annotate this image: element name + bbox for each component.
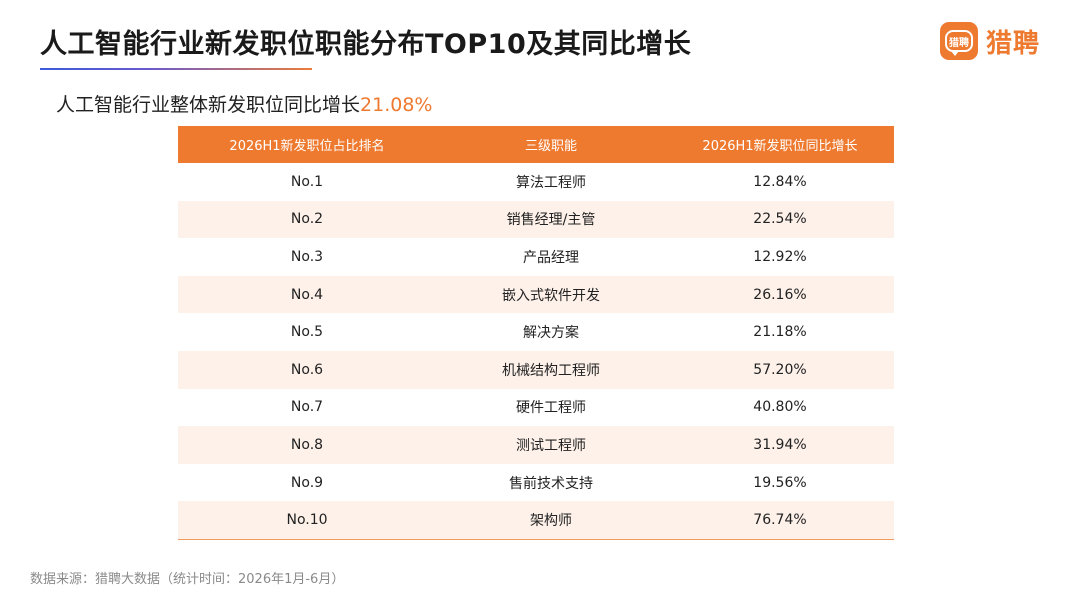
role-cell: 算法工程师: [436, 163, 666, 201]
rank-cell: No.3: [178, 238, 436, 276]
table-row: No.9 售前技术支持 19.56%: [178, 463, 894, 502]
logo-badge-text: 猎聘: [945, 30, 973, 56]
role-cell: 架构师: [436, 501, 666, 540]
growth-cell: 12.84%: [666, 163, 894, 201]
table-row: No.1 算法工程师 12.84%: [178, 163, 894, 201]
growth-cell: 26.16%: [666, 275, 894, 314]
header-role: 三级职能: [436, 126, 666, 163]
brand-logo: 猎聘 猎聘: [940, 22, 1040, 60]
table-row: No.6 机械结构工程师 57.20%: [178, 350, 894, 389]
role-cell: 售前技术支持: [436, 463, 666, 502]
summary-line: 人工智能行业整体新发职位同比增长21.08%: [56, 90, 432, 117]
summary-value: 21.08%: [360, 94, 433, 116]
growth-cell: 31.94%: [666, 426, 894, 464]
table-row: No.3 产品经理 12.92%: [178, 238, 894, 276]
header-rank: 2026H1新发职位占比排名: [178, 126, 436, 163]
growth-cell: 76.74%: [666, 501, 894, 540]
rank-cell: No.1: [178, 163, 436, 201]
table-row: No.10 架构师 76.74%: [178, 501, 894, 540]
role-cell: 测试工程师: [436, 426, 666, 464]
header-growth: 2026H1新发职位同比增长: [666, 126, 894, 163]
rank-cell: No.7: [178, 388, 436, 427]
rank-cell: No.5: [178, 313, 436, 351]
role-cell: 解决方案: [436, 313, 666, 351]
logo-brand-name: 猎聘: [986, 28, 1041, 59]
rank-cell: No.8: [178, 426, 436, 464]
data-source-note: 数据来源：猎聘大数据（统计时间：2026年1月-6月）: [30, 572, 345, 587]
table-row: No.8 测试工程师 31.94%: [178, 426, 894, 464]
rank-cell: No.6: [178, 350, 436, 389]
role-cell: 硬件工程师: [436, 388, 666, 427]
rank-cell: No.10: [178, 501, 436, 540]
role-cell: 产品经理: [436, 238, 666, 276]
page-title: 人工智能行业新发职位职能分布TOP10及其同比增长: [40, 29, 692, 60]
growth-cell: 19.56%: [666, 463, 894, 502]
growth-cell: 57.20%: [666, 350, 894, 389]
growth-cell: 22.54%: [666, 200, 894, 239]
role-cell: 机械结构工程师: [436, 350, 666, 389]
growth-cell: 12.92%: [666, 238, 894, 276]
table-row: No.4 嵌入式软件开发 26.16%: [178, 275, 894, 314]
growth-cell: 21.18%: [666, 313, 894, 351]
growth-cell: 40.80%: [666, 388, 894, 427]
logo-badge-icon: 猎聘: [940, 22, 978, 60]
rank-cell: No.2: [178, 200, 436, 239]
summary-label: 人工智能行业整体新发职位同比增长: [56, 94, 361, 116]
role-cell: 销售经理/主管: [436, 200, 666, 239]
table-row: No.5 解决方案 21.18%: [178, 313, 894, 351]
table-row: No.2 销售经理/主管 22.54%: [178, 200, 894, 239]
table-header-row: 2026H1新发职位占比排名 三级职能 2026H1新发职位同比增长: [178, 126, 894, 163]
ranking-table: 2026H1新发职位占比排名 三级职能 2026H1新发职位同比增长 No.1 …: [178, 126, 894, 540]
rank-cell: No.9: [178, 463, 436, 502]
table-row: No.7 硬件工程师 40.80%: [178, 388, 894, 427]
title-underline: [40, 68, 312, 70]
rank-cell: No.4: [178, 275, 436, 314]
role-cell: 嵌入式软件开发: [436, 275, 666, 314]
